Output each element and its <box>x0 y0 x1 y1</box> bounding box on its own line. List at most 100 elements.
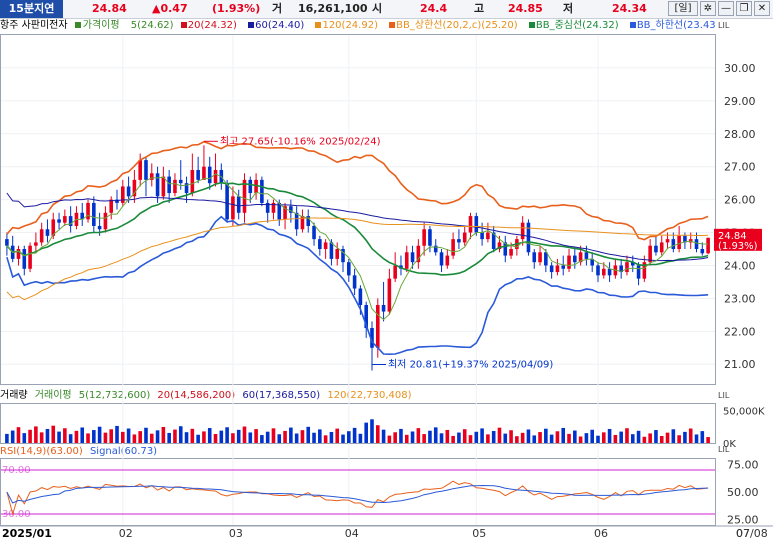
volume-bar <box>34 426 38 443</box>
last-pct-label: (1.93%) <box>718 241 758 252</box>
volume-legend: 거래량 거래이평 5(12,732,600) 20(14,586,200) 60… <box>0 389 715 403</box>
candle-body <box>364 304 368 329</box>
volume-bar <box>138 431 142 443</box>
candle-body <box>671 239 676 250</box>
volume-bar <box>567 433 571 443</box>
candle-body <box>509 249 513 256</box>
high-value: 24.85 <box>508 2 543 15</box>
volume-bar <box>451 435 455 443</box>
x-tick-label: 03 <box>229 527 243 539</box>
volume-bar <box>491 431 496 443</box>
volume-bar <box>694 434 699 443</box>
volume-bar <box>173 429 177 443</box>
candle-body <box>126 186 131 197</box>
candle-body <box>39 229 44 243</box>
volume-bar <box>109 429 114 443</box>
volume-bar <box>578 436 583 443</box>
restore-icon[interactable]: ❐ <box>736 1 752 16</box>
vma20-legend: 20(14,586,200) <box>157 390 236 401</box>
volume-bar <box>480 428 484 443</box>
signal-legend-text: Signal(60.73) <box>89 446 158 457</box>
candle-body <box>601 268 606 276</box>
volume-bar <box>289 427 293 443</box>
candle-body <box>654 245 658 253</box>
candle-body <box>497 242 502 250</box>
rsi-legend-text: RSI(14,9)(63.00) <box>0 446 83 457</box>
vma60-legend: 60(17,368,550) <box>242 390 321 401</box>
volume-bar <box>242 426 247 443</box>
candle-body <box>300 216 305 230</box>
candle-body <box>80 212 85 220</box>
volume-bar <box>144 427 148 443</box>
candle-body <box>196 169 200 180</box>
volume-bar <box>265 431 270 443</box>
minimize-icon[interactable]: — <box>718 1 734 16</box>
volume-bar <box>654 430 658 443</box>
price-tick-label: 27.00 <box>724 161 756 174</box>
bb-mid-line <box>6 181 709 276</box>
candle-body <box>202 166 206 180</box>
candle-body <box>625 262 629 273</box>
interval-button[interactable]: [일] <box>668 1 698 16</box>
volume-bar <box>642 436 647 443</box>
volume-bar <box>457 432 461 443</box>
volume-bar <box>149 433 154 443</box>
candle-body <box>445 255 450 266</box>
volume-bar <box>665 432 670 443</box>
volume-bar <box>132 434 137 443</box>
volume-bar <box>300 430 305 443</box>
period-badge[interactable]: 15분지연 <box>0 0 63 18</box>
volume-bar <box>335 428 340 443</box>
candle-body <box>306 216 311 226</box>
volume-bar <box>462 429 467 443</box>
rsi-panel-frame <box>0 458 716 526</box>
volume-bar <box>520 432 525 443</box>
candle-body <box>190 169 195 194</box>
volume-title: 거래량 <box>0 390 28 401</box>
candle-body <box>694 239 699 250</box>
volume-bar <box>538 432 542 443</box>
volume-bar <box>584 433 589 443</box>
volume-bar <box>573 430 577 443</box>
volume-bar <box>601 432 606 443</box>
volume-bar <box>683 431 687 443</box>
candle-body <box>688 239 693 243</box>
settings-icon[interactable]: ✲ <box>700 1 716 16</box>
candle-body <box>462 232 467 243</box>
rsi-scale-icon: LIL <box>718 445 730 454</box>
rsi-line <box>6 480 709 516</box>
price-legend: 항주 사판미전자 가격이평 5(24.62) 20(24.32) 60(24.4… <box>0 19 715 33</box>
volume-bar <box>161 426 166 443</box>
volume-bar <box>51 425 56 443</box>
volume-bar <box>190 428 195 443</box>
candle-body <box>433 245 438 253</box>
candle-body <box>121 186 125 203</box>
x-tick-label: 07 <box>736 527 750 539</box>
rsi-band-label: 70.00 <box>2 465 31 476</box>
candle-body <box>515 239 519 250</box>
volume-bar <box>607 428 612 443</box>
volume-bar <box>196 434 200 443</box>
high-label: 고 <box>474 2 485 15</box>
volume-bar <box>636 430 641 443</box>
candle-body <box>590 258 594 266</box>
volume-bar <box>515 436 519 443</box>
rsi-band-label: 30.00 <box>2 509 31 520</box>
signal-line <box>6 484 709 504</box>
volume-bar <box>619 431 623 443</box>
x-tick-label: 02 <box>119 527 133 539</box>
volume-bar <box>555 431 560 443</box>
close-icon[interactable]: ✕ <box>754 1 770 16</box>
volume-bar <box>613 434 618 443</box>
candle-body <box>428 229 432 246</box>
candle-body <box>225 183 229 220</box>
volume-bar <box>63 428 67 443</box>
candle-body <box>468 216 473 233</box>
candle-body <box>567 255 571 269</box>
bb-mid-text: BB_중심선(24.32) <box>535 20 619 31</box>
candle-body <box>318 239 322 250</box>
candle-body <box>178 179 183 184</box>
vma120-legend: 120(22,730,408) <box>327 390 412 401</box>
candle-body <box>144 160 148 180</box>
candle-body <box>700 249 705 254</box>
